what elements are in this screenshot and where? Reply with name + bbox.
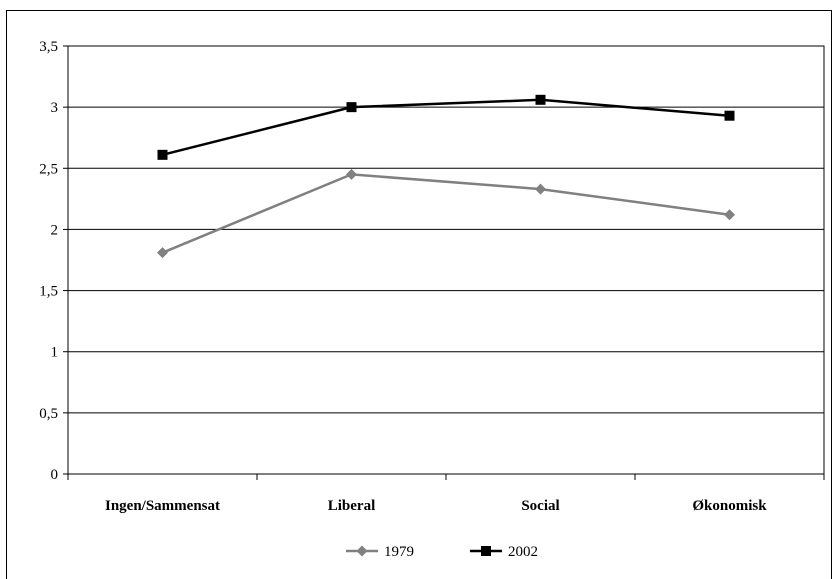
data-point-1979 [157, 247, 168, 259]
x-tick-label: Økonomisk [692, 498, 767, 514]
data-point-1979 [346, 168, 357, 180]
y-tick-label: 1 [51, 345, 59, 361]
y-tick-label: 1,5 [39, 284, 58, 300]
y-tick-label: 2,5 [39, 161, 58, 177]
y-tick-label: 0 [51, 467, 59, 483]
plot-area [67, 45, 825, 475]
y-tick-label: 2 [51, 222, 59, 238]
y-tick-label: 3,5 [39, 39, 58, 55]
legend-label-1979: 1979 [384, 544, 414, 560]
data-point-1979 [724, 209, 735, 221]
x-tick-label: Liberal [328, 498, 376, 514]
data-point-1979 [535, 183, 546, 195]
legend-marker-1979 [356, 545, 368, 557]
series-line-1979 [162, 173, 730, 254]
data-point-2002 [535, 94, 546, 105]
legend-label-2002: 2002 [508, 544, 538, 560]
x-tick-label: Social [521, 498, 559, 514]
y-tick-label: 3 [51, 100, 59, 116]
legend-marker-2002 [481, 546, 491, 556]
y-tick-label: 0,5 [39, 406, 58, 422]
series-line-2002 [162, 98, 730, 157]
data-point-2002 [157, 149, 168, 160]
data-point-2002 [724, 110, 735, 121]
x-tick-label: Ingen/Sammensat [105, 498, 220, 514]
data-point-2002 [346, 102, 357, 113]
